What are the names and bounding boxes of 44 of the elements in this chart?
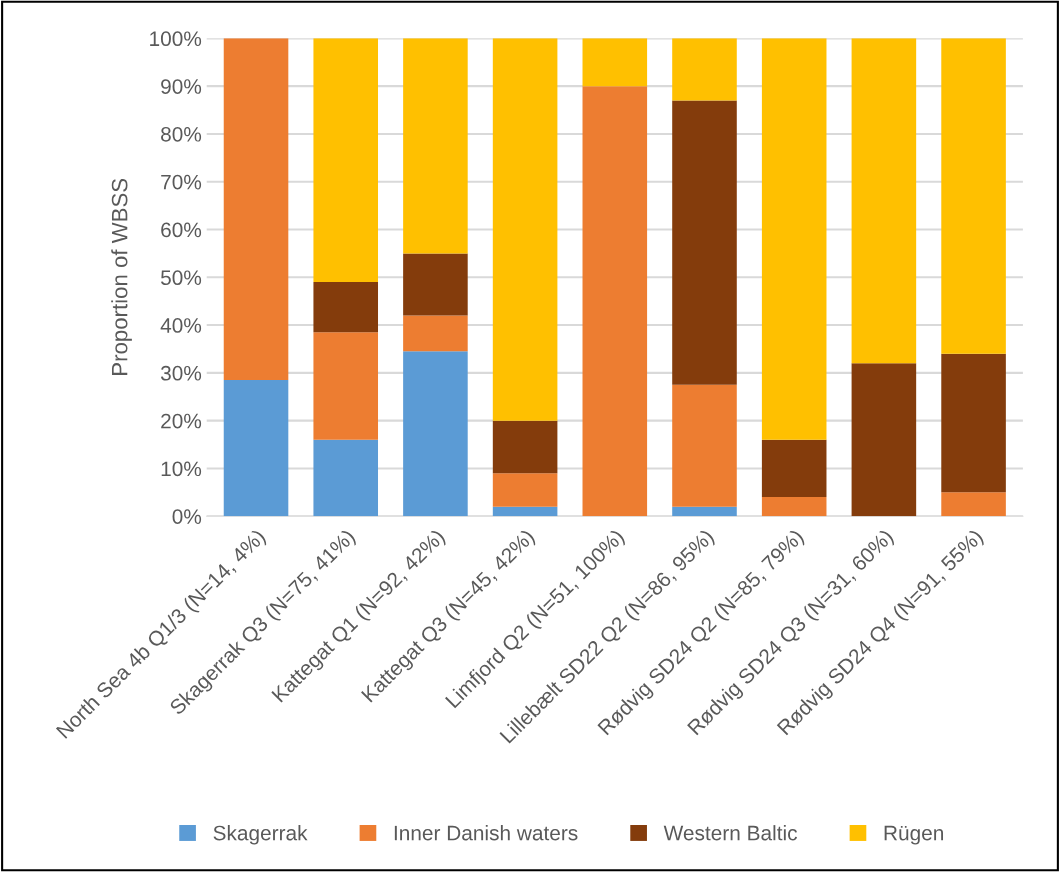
bar [941,38,1006,354]
bar [582,38,648,87]
bar [492,506,558,517]
y-tick-label: 100% [150,31,202,47]
bar [313,38,379,283]
bar [403,38,468,254]
bar [492,38,558,421]
bar [672,100,737,385]
bar [403,315,468,352]
bar [313,439,379,517]
bar [761,38,827,440]
bar [761,497,827,517]
bar [941,492,1006,517]
bar [492,473,558,507]
bar [403,253,468,316]
y-tick-label: 80% [161,126,202,142]
bar [582,86,648,517]
y-tick-label: 0% [172,509,202,524]
y-tick-label: 30% [160,365,202,381]
bar [941,353,1006,493]
bar [672,38,737,101]
bar [313,332,379,440]
bar [223,38,289,381]
bar [672,384,737,507]
legend-label: Skagerrak [213,825,308,845]
legend-label: Inner Danish waters [394,825,578,841]
y-axis-title: Proportion of WBSS [111,178,132,375]
y-tick-label: 20% [161,413,202,429]
bar [403,351,468,517]
bar [672,506,737,517]
y-tick-label: 60% [161,222,202,238]
bar [223,380,289,517]
legend-label: Western Baltic [663,825,797,841]
y-tick-label: 10% [161,461,202,477]
y-tick-label: 40% [160,318,202,333]
bar [313,282,379,333]
bar [851,38,917,364]
bar [851,363,917,517]
y-tick-label: 90% [161,79,202,94]
legend-label: Rügen [884,825,943,845]
y-tick-label: 50% [160,270,202,286]
y-tick-label: 70% [161,174,202,190]
bar [761,439,827,498]
bar [492,420,558,474]
